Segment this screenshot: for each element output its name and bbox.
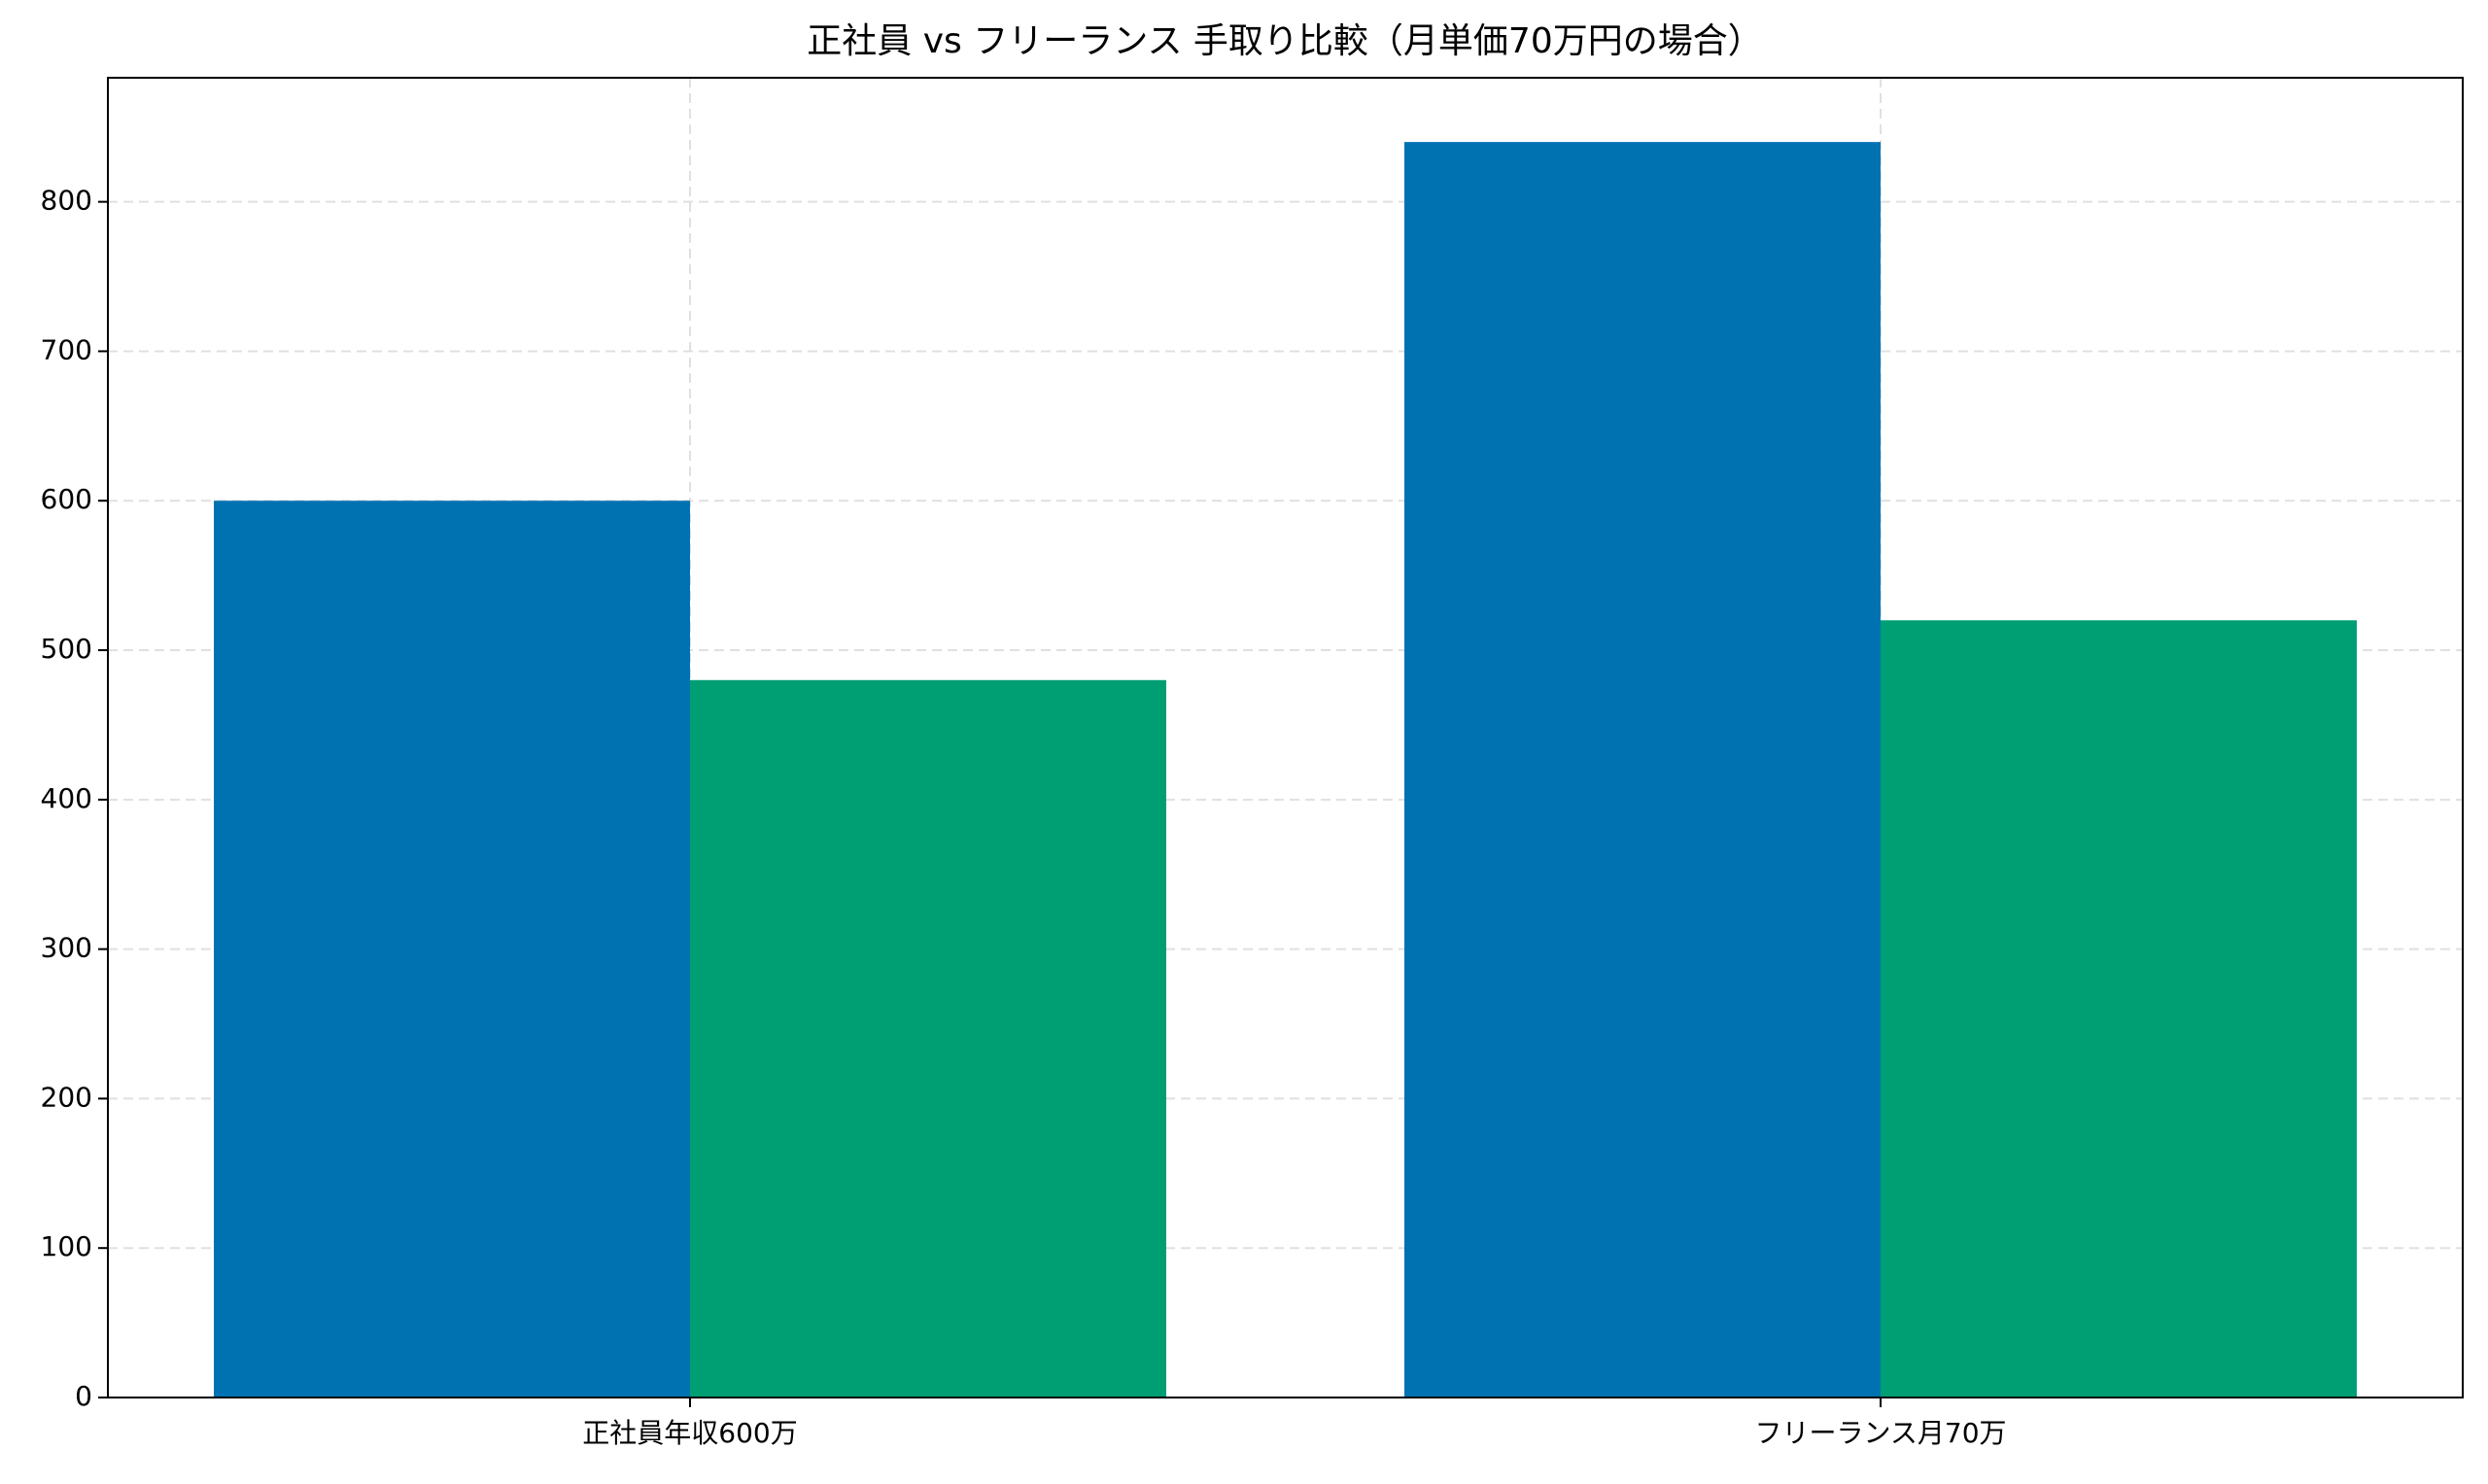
y-tick-label: 400	[41, 782, 92, 814]
y-tick-label: 300	[41, 932, 92, 964]
chart-title: 正社員 vs フリーランス 手取り比較（月単価70万円の場合）	[807, 21, 1762, 61]
bar	[1880, 620, 2357, 1398]
x-tick-label: フリーランス月70万	[1754, 1417, 2006, 1449]
y-tick-label: 700	[41, 333, 92, 365]
bar	[214, 500, 691, 1398]
bar	[690, 679, 1167, 1398]
y-tick-label: 100	[41, 1230, 92, 1262]
x-tick-label: 正社員年収600万	[582, 1417, 797, 1449]
y-tick-label: 500	[41, 633, 92, 665]
y-tick-label: 600	[41, 483, 92, 515]
y-tick-label: 800	[41, 185, 92, 217]
y-tick-label: 0	[75, 1380, 92, 1412]
plot-frame	[107, 77, 2464, 1398]
bar	[1403, 142, 1881, 1398]
y-tick-label: 200	[41, 1081, 92, 1113]
